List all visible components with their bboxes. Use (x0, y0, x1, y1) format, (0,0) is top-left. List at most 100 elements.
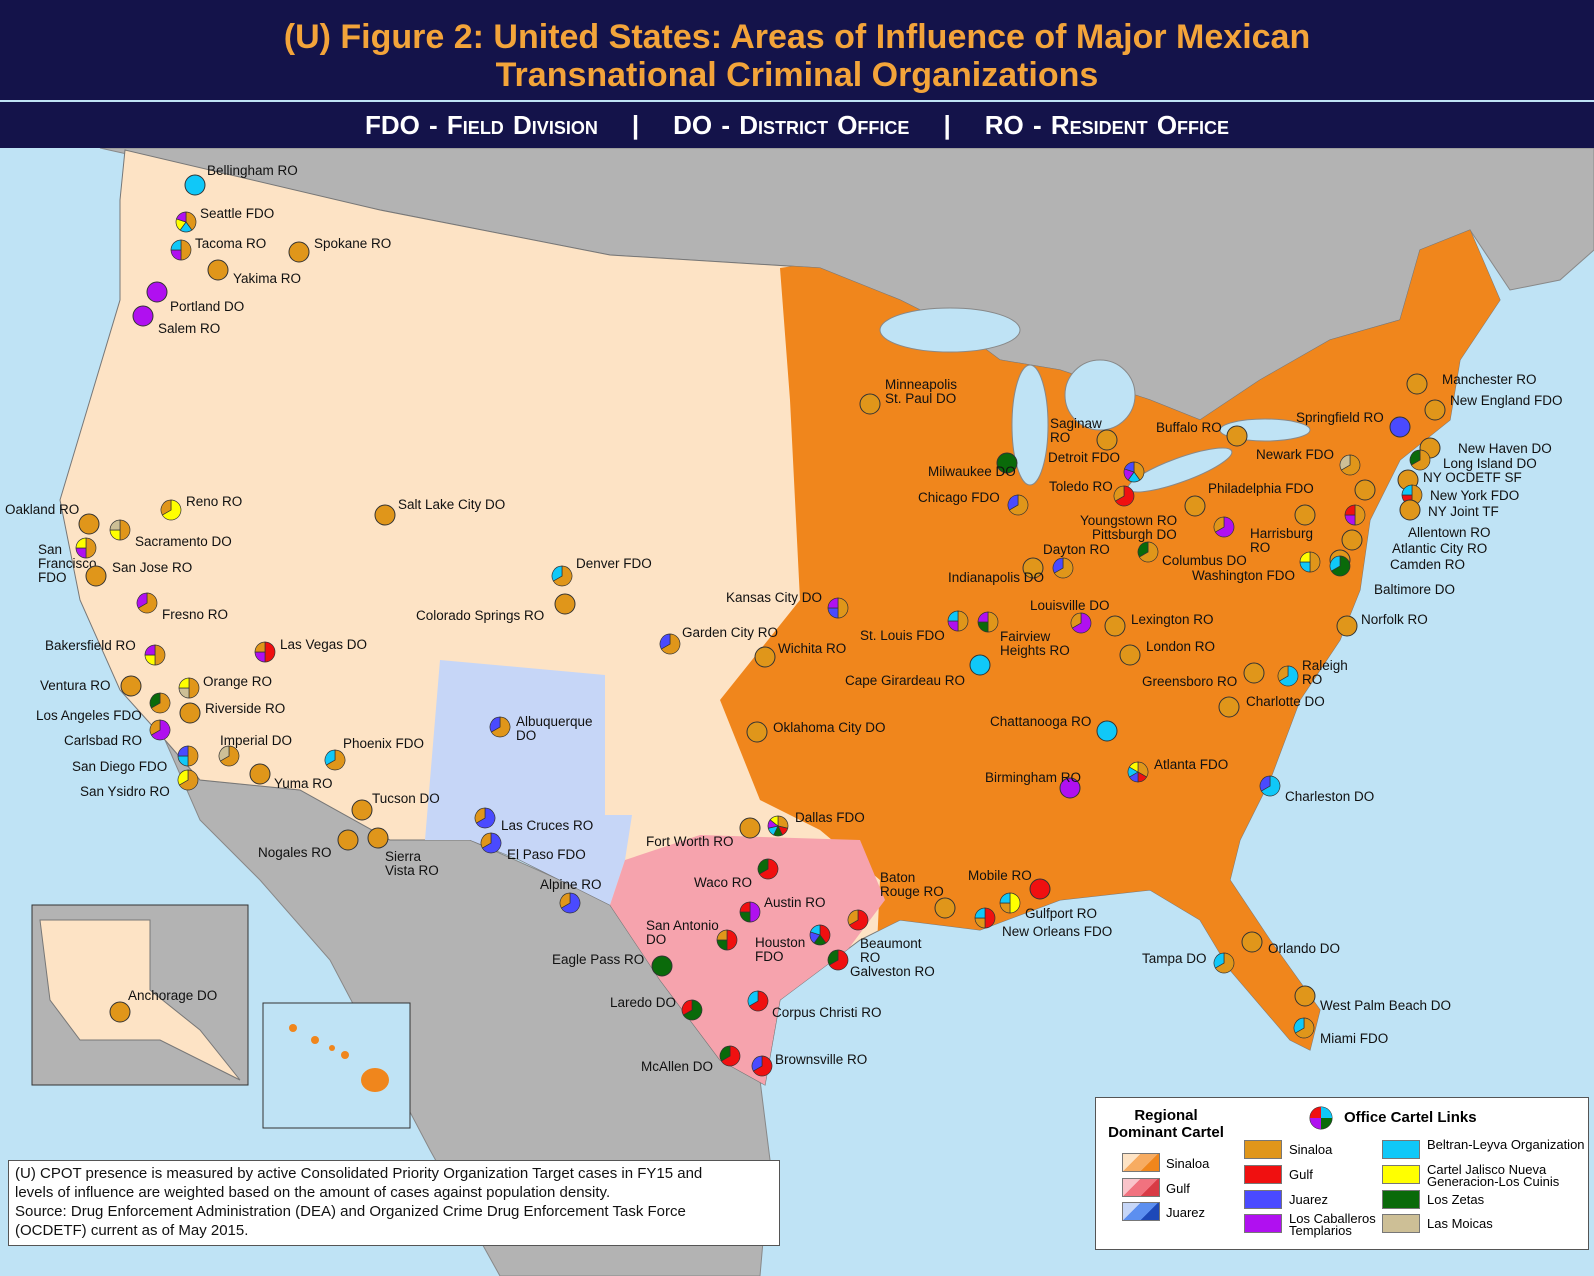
office-pie-marker[interactable] (78, 513, 100, 535)
office-pie-marker[interactable] (1294, 504, 1316, 526)
office-miami-fdo[interactable]: Miami FDO (1293, 1017, 1388, 1046)
office-pie-marker[interactable] (120, 675, 142, 697)
office-indianapolis-do[interactable]: Indianapolis DO (948, 557, 1044, 585)
office-manchester-ro[interactable]: Manchester RO (1406, 372, 1537, 395)
office-carlsbad-ro[interactable]: Carlsbad RO (64, 719, 171, 748)
office-san-antonio-do[interactable]: San Antonio DO (646, 918, 738, 951)
office-milwaukee-do[interactable]: Milwaukee DO (928, 452, 1018, 479)
office-riverside-ro[interactable]: Riverside RO (179, 701, 285, 724)
office-pie-marker[interactable] (179, 702, 201, 724)
office-springfield-ro[interactable]: Springfield RO (1296, 410, 1411, 438)
office-pie-marker[interactable] (1022, 557, 1044, 579)
office-norfolk-ro[interactable]: Norfolk RO (1336, 612, 1428, 637)
office-washington-fdo[interactable]: Washington FDO (1192, 551, 1321, 583)
office-pie-marker[interactable] (859, 393, 881, 415)
office-pie-marker[interactable] (367, 827, 389, 849)
office-pie-marker[interactable] (249, 763, 271, 785)
office-pie-marker[interactable] (1218, 696, 1240, 718)
office-alpine-ro[interactable]: Alpine RO (540, 877, 602, 914)
office-pie-marker[interactable] (934, 897, 956, 919)
office-columbus-do[interactable]: Columbus DO (1137, 541, 1247, 568)
office-sacramento-do[interactable]: Sacramento DO (109, 519, 232, 549)
office-new-orleans-fdo[interactable]: New Orleans FDO (974, 907, 1112, 939)
office-pie-marker[interactable] (996, 452, 1018, 474)
office-pie-marker[interactable] (1059, 777, 1081, 799)
office-pie-marker[interactable] (969, 654, 991, 676)
office-charlotte-do[interactable]: Charlotte DO (1218, 694, 1325, 718)
office-toledo-ro[interactable]: Toledo RO (1049, 479, 1135, 507)
office-st-louis-fdo[interactable]: St. Louis FDO (860, 610, 969, 643)
office-atlantic-city-ro[interactable]: Atlantic City RO (1341, 529, 1487, 556)
office-atlanta-fdo[interactable]: Atlanta FDO (1127, 757, 1228, 783)
office-phoenix-fdo[interactable]: Phoenix FDO (324, 736, 424, 771)
office-buffalo-ro[interactable]: Buffalo RO (1156, 420, 1248, 447)
office-pie-marker[interactable] (1424, 399, 1446, 421)
office-baton-rouge-ro[interactable]: Baton Rouge RO (880, 870, 956, 919)
office-yuma-ro[interactable]: Yuma RO (249, 763, 333, 791)
office-tampa-do[interactable]: Tampa DO (1142, 951, 1235, 974)
office-san-jose-ro[interactable]: San Jose RO (85, 560, 192, 587)
office-imperial-do[interactable]: Imperial DO (218, 733, 292, 767)
office-austin-ro[interactable]: Austin RO (739, 895, 826, 923)
office-newark-fdo[interactable]: Newark FDO (1256, 447, 1361, 476)
office-west-palm-beach-do[interactable]: West Palm Beach DO (1294, 985, 1451, 1013)
office-minneapolis-st-paul-do[interactable]: Minneapolis St. Paul DO (859, 377, 957, 415)
office-pie-marker[interactable] (146, 281, 168, 303)
office-pie-marker[interactable] (132, 305, 154, 327)
office-pie-marker[interactable] (1243, 662, 1265, 684)
office-pie-marker[interactable] (1399, 499, 1421, 521)
office-youngstown-ro[interactable]: Youngstown RO (1080, 495, 1206, 528)
office-ny-joint-tf[interactable]: NY Joint TF (1399, 499, 1499, 521)
office-pie-marker[interactable] (207, 259, 229, 281)
office-san-diego-fdo[interactable]: San Diego FDO (72, 745, 199, 774)
office-birmingham-ro[interactable]: Birmingham RO (985, 770, 1081, 799)
office-los-angeles-fdo[interactable]: Los Angeles FDO (36, 692, 171, 723)
office-pie-marker[interactable] (374, 504, 396, 526)
office-greensboro-ro[interactable]: Greensboro RO (1142, 662, 1265, 689)
office-raleigh-ro[interactable]: Raleigh RO (1277, 658, 1348, 687)
office-garden-city-ro[interactable]: Garden City RO (659, 625, 778, 655)
office-pittsburgh-do[interactable]: Pittsburgh DO (1092, 516, 1235, 542)
office-charleston-do[interactable]: Charleston DO (1259, 775, 1374, 804)
office-pie-marker[interactable] (754, 646, 776, 668)
office-new-york-fdo[interactable]: New York FDO (1401, 484, 1519, 506)
office-sierra-vista-ro[interactable]: Sierra Vista RO (367, 827, 439, 878)
office-fresno-ro[interactable]: Fresno RO (136, 592, 228, 622)
office-pie-marker[interactable] (1336, 615, 1358, 637)
office-detroit-fdo[interactable]: Detroit FDO (1048, 450, 1145, 483)
office-saginaw-ro[interactable]: Saginaw RO (1050, 416, 1118, 451)
office-oklahoma-city-do[interactable]: Oklahoma City DO (746, 720, 886, 743)
office-eagle-pass-ro[interactable]: Eagle Pass RO (552, 952, 673, 977)
office-denver-fdo[interactable]: Denver FDO (551, 556, 652, 587)
office-wichita-ro[interactable]: Wichita RO (754, 641, 846, 668)
office-pie-marker[interactable] (1389, 416, 1411, 438)
office-cape-girardeau-ro[interactable]: Cape Girardeau RO (845, 654, 991, 688)
office-san-ysidro-ro[interactable]: San Ysidro RO (80, 769, 199, 799)
office-albuquerque-do[interactable]: Albuquerque DO (489, 714, 593, 743)
office-fairview-heights-ro[interactable]: Fairview Heights RO (977, 611, 1070, 658)
office-pie-marker[interactable] (739, 817, 761, 839)
office-fort-worth-ro[interactable]: Fort Worth RO (646, 817, 761, 849)
office-pie-marker[interactable] (1184, 495, 1206, 517)
office-chattanooga-ro[interactable]: Chattanooga RO (990, 714, 1118, 742)
office-portland-do[interactable]: Portland DO (146, 281, 244, 314)
office-salem-ro[interactable]: Salem RO (132, 305, 220, 336)
office-anchorage-do[interactable]: Anchorage DO (109, 988, 217, 1023)
office-el-paso-fdo[interactable]: El Paso FDO (480, 832, 586, 862)
office-pie-marker[interactable] (1354, 479, 1376, 501)
office-pie-marker[interactable] (1341, 529, 1363, 551)
office-gulfport-ro[interactable]: Gulfport RO (999, 892, 1097, 921)
office-new-england-fdo[interactable]: New England FDO (1424, 393, 1563, 421)
office-pie-marker[interactable] (1226, 425, 1248, 447)
office-pie-marker[interactable] (337, 829, 359, 851)
office-spokane-ro[interactable]: Spokane RO (288, 236, 391, 263)
office-beaumont-ro[interactable]: Beaumont RO (847, 909, 922, 965)
office-colorado-springs-ro[interactable]: Colorado Springs RO (416, 593, 576, 623)
office-salt-lake-city-do[interactable]: Salt Lake City DO (374, 497, 505, 526)
office-brownsville-ro[interactable]: Brownsville RO (751, 1052, 867, 1077)
office-laredo-do[interactable]: Laredo DO (610, 995, 703, 1021)
office-philadelphia-fdo[interactable]: Philadelphia FDO (1208, 479, 1376, 501)
office-pie-marker[interactable] (184, 174, 206, 196)
office-pie-marker[interactable] (651, 955, 673, 977)
office-chicago-fdo[interactable]: Chicago FDO (918, 490, 1029, 516)
